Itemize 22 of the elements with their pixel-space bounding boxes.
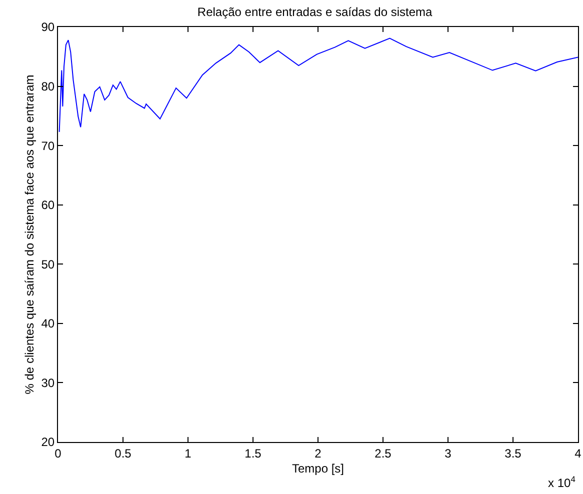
chart-title: Relação entre entradas e saídas do sistema [197,4,433,19]
x-tick-label: 3.5 [504,446,522,460]
x-tick-label: 1.5 [244,446,262,460]
text: x 10$^{4}$ [548,474,576,490]
line-series [58,38,578,132]
y-axis-title: % de clientes que saíram do sistema face aos que entraram [22,74,37,394]
x-tick-label: 2.5 [374,446,392,460]
y-tick-label: 20 [41,435,55,450]
x-tick-label: 0 [54,446,62,460]
x-tick-label: 4 [574,446,582,460]
y-tick-label: 80 [41,79,55,94]
y-tick-label: 70 [41,138,55,153]
x-tick-label: 0.5 [114,446,132,460]
y-tick-label: 30 [41,376,55,390]
y-tick-label: 90 [41,20,55,34]
x-tick-label: 3 [444,446,452,460]
y-tick-label: 40 [41,316,55,331]
x-tick-label: 1 [184,446,192,460]
x-axis-title: Tempo [s] [292,461,344,476]
y-tick-label: 60 [41,198,55,212]
y-tick-label: 50 [41,257,55,272]
x-tick-label: 2 [314,446,322,460]
